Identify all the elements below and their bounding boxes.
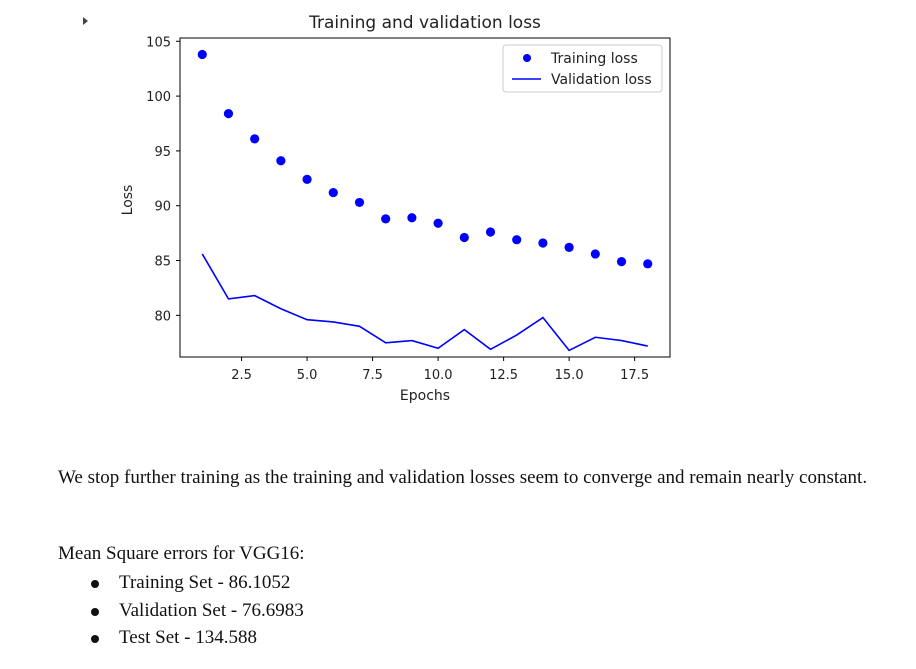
list-item: Training Set - 86.1052 bbox=[58, 572, 304, 600]
training-loss-point bbox=[433, 218, 443, 228]
validation-loss-line bbox=[201, 253, 648, 352]
legend-validation-label: Validation loss bbox=[551, 72, 652, 88]
training-loss-point bbox=[276, 156, 286, 166]
y-tick-label: 105 bbox=[146, 35, 171, 50]
x-tick-label: 7.5 bbox=[362, 368, 383, 383]
bullet-icon bbox=[91, 635, 99, 643]
training-loss-point bbox=[223, 109, 234, 119]
y-tick-label: 85 bbox=[154, 255, 171, 270]
y-tick-label: 95 bbox=[154, 145, 171, 160]
y-axis-label: Loss bbox=[120, 185, 136, 216]
result-text: Test Set - 134.588 bbox=[119, 627, 257, 648]
training-loss-point bbox=[485, 227, 496, 237]
x-axis-label: Epochs bbox=[400, 388, 450, 404]
legend-box bbox=[502, 44, 663, 93]
training-loss-point bbox=[616, 257, 627, 267]
collapse-arrow-icon[interactable] bbox=[83, 17, 88, 25]
legend-training-label: Training loss bbox=[550, 51, 638, 67]
x-axis-ticks: 2.5 5.0 7.5 10.0 12.5 15.0 17.5 bbox=[231, 357, 649, 383]
list-item: Validation Set - 76.6983 bbox=[58, 600, 304, 628]
training-loss-point bbox=[643, 259, 653, 269]
x-tick-label: 17.5 bbox=[620, 368, 649, 383]
legend-training-marker bbox=[523, 54, 531, 62]
x-tick-label: 2.5 bbox=[231, 368, 252, 383]
list-item: Test Set - 134.588 bbox=[58, 627, 304, 655]
training-loss-points bbox=[197, 49, 653, 269]
training-loss-point bbox=[197, 49, 207, 60]
training-loss-point bbox=[590, 249, 600, 259]
mse-results-list: Training Set - 86.1052 Validation Set - … bbox=[58, 572, 304, 655]
result-text: Training Set - 86.1052 bbox=[119, 572, 291, 593]
x-tick-label: 12.5 bbox=[489, 368, 518, 383]
y-axis-ticks: 80 85 90 95 100 105 bbox=[146, 35, 180, 324]
loss-chart: 2.5 5.0 7.5 10.0 12.5 15.0 17.5 80 85 90 95 100 105… bbox=[120, 13, 671, 404]
bullet-icon bbox=[91, 580, 99, 588]
x-tick-label: 10.0 bbox=[424, 368, 453, 383]
x-tick-label: 5.0 bbox=[297, 368, 318, 383]
training-loss-point bbox=[459, 232, 469, 243]
legend: Training loss Validation loss bbox=[502, 44, 663, 93]
result-text: Validation Set - 76.6983 bbox=[119, 599, 304, 621]
mse-heading: Mean Square errors for VGG16: bbox=[58, 543, 305, 564]
training-loss-point bbox=[512, 235, 522, 245]
training-loss-point bbox=[381, 214, 391, 224]
training-loss-point bbox=[250, 134, 260, 144]
conclusion-paragraph: We stop further training as the training… bbox=[58, 467, 868, 488]
y-tick-label: 100 bbox=[146, 90, 171, 105]
training-loss-point bbox=[302, 174, 312, 185]
x-tick-label: 15.0 bbox=[555, 368, 584, 383]
training-loss-point bbox=[354, 197, 365, 208]
y-tick-label: 80 bbox=[154, 309, 171, 324]
training-loss-point bbox=[538, 238, 548, 248]
y-tick-label: 90 bbox=[154, 200, 171, 215]
training-loss-point bbox=[564, 242, 574, 252]
training-loss-point bbox=[328, 187, 338, 198]
training-loss-point bbox=[407, 213, 417, 223]
bullet-icon bbox=[91, 607, 99, 616]
chart-title: Training and validation loss bbox=[308, 13, 541, 33]
